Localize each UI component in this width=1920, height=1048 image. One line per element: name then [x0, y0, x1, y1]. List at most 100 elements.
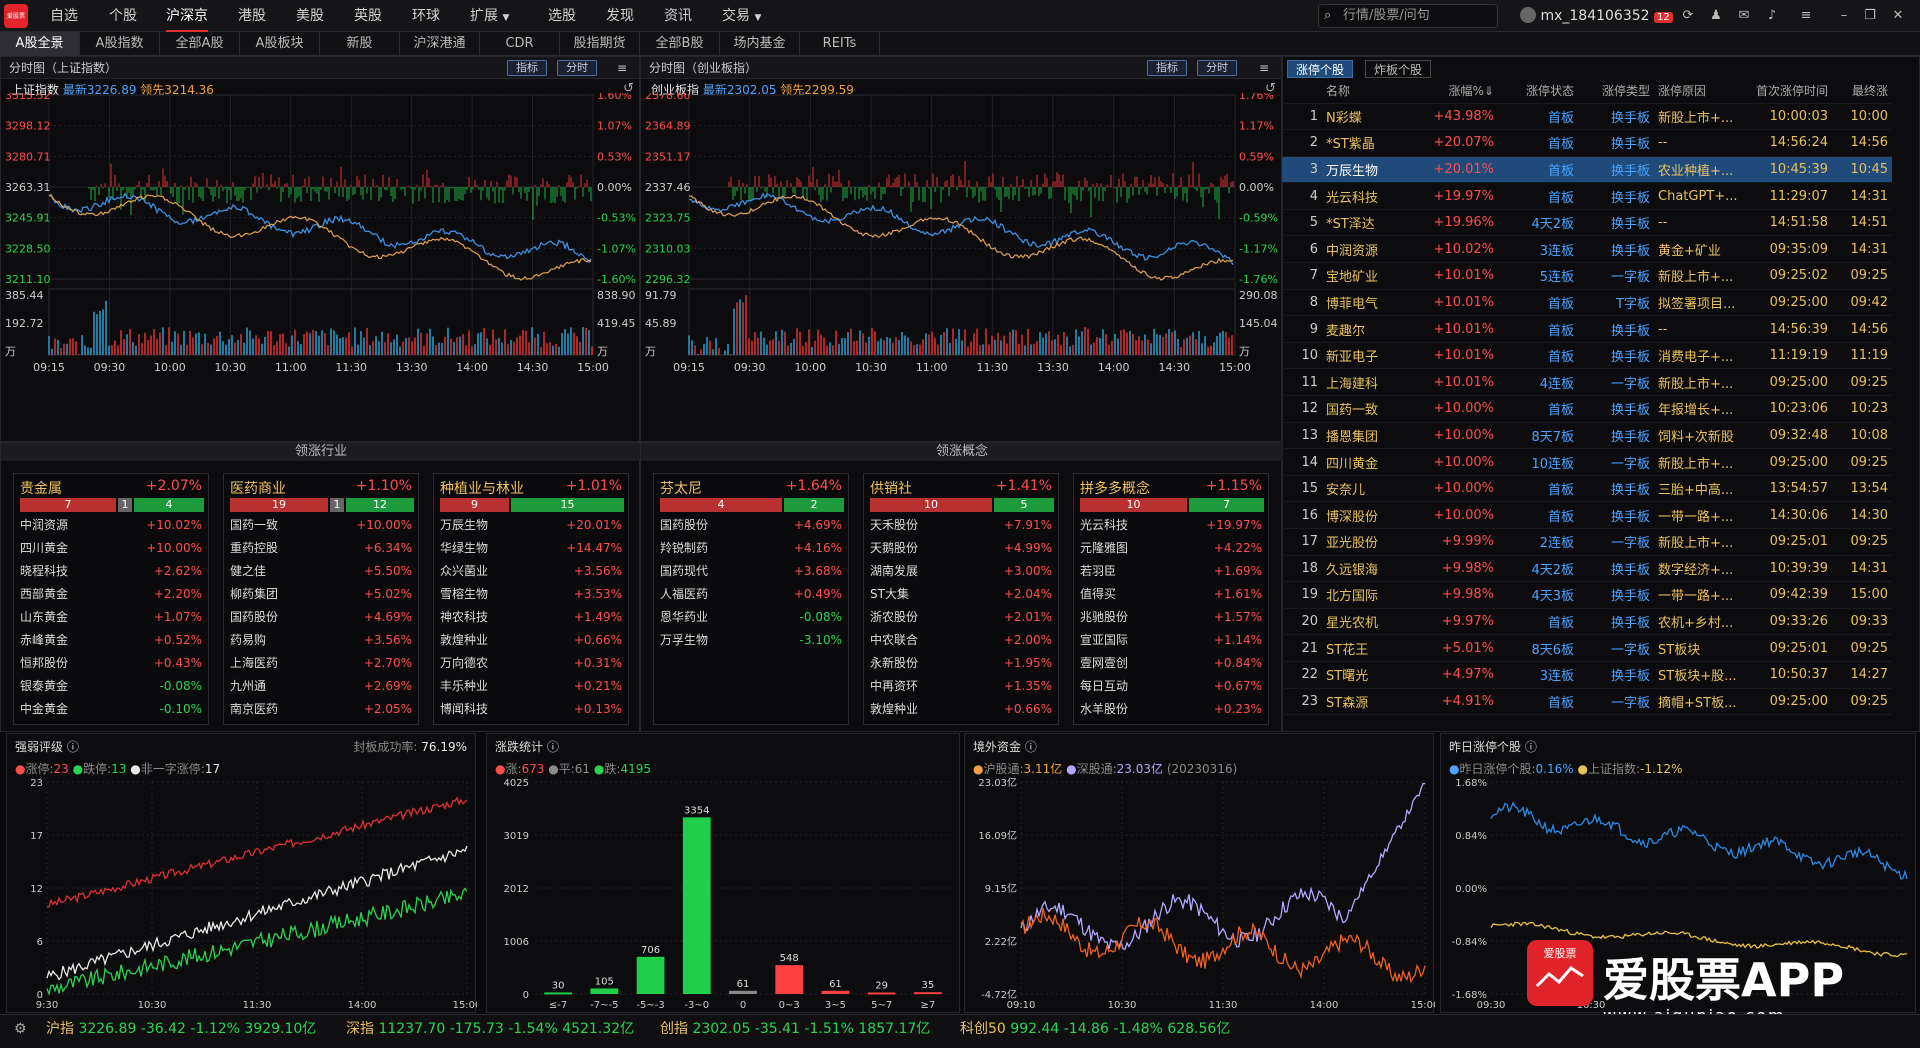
industry-card[interactable]: 医药商业 +1.10% 19 1 12 国药一致 +10.00% 重药控股 +6.34% 健之佳 +…: [223, 473, 419, 725]
table-row[interactable]: 15 安奈儿 +10.00% 首板 换手板 三胎+中高... 13:54:57 13:54: [1282, 475, 1892, 503]
column-header[interactable]: 涨停状态: [1498, 79, 1578, 104]
user-menu[interactable]: mx_184106352 12: [1520, 0, 1673, 32]
column-header[interactable]: 涨停类型: [1578, 79, 1654, 104]
minimize-icon[interactable]: –: [1840, 8, 1848, 23]
card-stock-row[interactable]: 中润资源 +10.02%: [20, 516, 202, 535]
card-stock-row[interactable]: 重药控股 +6.34%: [230, 539, 412, 558]
card-stock-row[interactable]: 浙农股份 +2.01%: [870, 608, 1052, 627]
info-icon[interactable]: ⓘ: [546, 740, 559, 754]
card-stock-row[interactable]: 南京医药 +2.05%: [230, 700, 412, 719]
card-stock-row[interactable]: 宣亚国际 +1.14%: [1080, 631, 1262, 650]
card-stock-row[interactable]: 博闻科技 +0.13%: [440, 700, 622, 719]
nav-meigu[interactable]: 美股: [296, 8, 324, 24]
table-row[interactable]: 10 新亚电子 +10.01% 首板 换手板 消费电子+... 11:19:19 11:19: [1282, 342, 1892, 370]
card-stock-row[interactable]: 天鹅股份 +4.99%: [870, 539, 1052, 558]
card-stock-row[interactable]: 敦煌种业 +0.66%: [870, 700, 1052, 719]
card-stock-row[interactable]: 万向德农 +0.31%: [440, 654, 622, 673]
table-row[interactable]: 2 *ST紫晶 +20.07% 首板 换手板 -- 14:56:24 14:56: [1282, 129, 1892, 157]
tab-reits[interactable]: REITs: [800, 32, 880, 56]
nav-xuangu[interactable]: 选股: [548, 8, 576, 24]
card-stock-row[interactable]: 中金黄金 -0.10%: [20, 700, 202, 719]
tab-b-shares[interactable]: 全部B股: [640, 32, 720, 56]
nav-huanqiu[interactable]: 环球: [412, 8, 440, 24]
table-row[interactable]: 12 国药一致 +10.00% 首板 换手板 年报增长+... 10:23:06 10:23: [1282, 395, 1892, 423]
card-stock-row[interactable]: 上海医药 +2.70%: [230, 654, 412, 673]
card-stock-row[interactable]: 万辰生物 +20.01%: [440, 516, 622, 535]
table-row[interactable]: 13 播恩集团 +10.00% 8天7板 换手板 饲料+次新股 09:32:48 10:08: [1282, 422, 1892, 450]
table-row[interactable]: 8 博菲电气 +10.01% 首板 T字板 拟签署项目... 09:25:00 09:42: [1282, 289, 1892, 317]
card-stock-row[interactable]: 银泰黄金 -0.08%: [20, 677, 202, 696]
card-stock-row[interactable]: 兆驰股份 +1.57%: [1080, 608, 1262, 627]
card-stock-row[interactable]: 国药现代 +3.68%: [660, 562, 842, 581]
app-logo[interactable]: 爱股票: [4, 4, 28, 28]
nav-kuozhan[interactable]: 扩展 ▼: [470, 0, 509, 32]
table-row[interactable]: 7 宝地矿业 +10.01% 5连板 一字板 新股上市+... 09:25:02 09:25: [1282, 262, 1892, 290]
nav-yinggu[interactable]: 英股: [354, 8, 382, 24]
tab-a-overview[interactable]: A股全景: [0, 32, 80, 56]
info-icon[interactable]: ⓘ: [1024, 740, 1037, 754]
table-row[interactable]: 6 中润资源 +10.02% 3连板 换手板 黄金+矿业 09:35:09 14:31: [1282, 235, 1892, 264]
tab-ipo[interactable]: 新股: [320, 32, 400, 56]
index-ticker[interactable]: 科创50 992.44 -14.86 -1.48% 628.56亿: [960, 1015, 1230, 1043]
tab-a-index[interactable]: A股指数: [80, 32, 160, 56]
card-stock-row[interactable]: 羚锐制药 +4.16%: [660, 539, 842, 558]
card-stock-row[interactable]: 山东黄金 +1.07%: [20, 608, 202, 627]
concept-card[interactable]: 供销社 +1.41% 10 5 天禾股份 +7.91% 天鹅股份 +4.99% 湖南发展 +3.0…: [863, 473, 1059, 725]
card-stock-row[interactable]: 众兴菌业 +3.56%: [440, 562, 622, 581]
card-stock-row[interactable]: 晓程科技 +2.62%: [20, 562, 202, 581]
card-stock-row[interactable]: 柳药集团 +5.02%: [230, 585, 412, 604]
tab-limit-up-stocks[interactable]: 涨停个股: [1287, 60, 1354, 78]
sh-refresh-icon[interactable]: ↺: [623, 81, 634, 96]
column-header[interactable]: 涨幅%⇓: [1418, 79, 1498, 104]
industry-card[interactable]: 贵金属 +2.07% 7 1 4 中润资源 +10.02% 四川黄金 +10.00% 晓程科技 +2…: [13, 473, 209, 725]
concept-card[interactable]: 拼多多概念 +1.15% 10 7 光云科技 +19.97% 元隆雅图 +4.22% 若羽臣 +1…: [1073, 473, 1269, 725]
sh-period-dropdown[interactable]: 分时: [557, 60, 597, 76]
column-header[interactable]: 首次涨停时间: [1744, 79, 1832, 104]
card-stock-row[interactable]: 敦煌种业 +0.66%: [440, 631, 622, 650]
card-stock-row[interactable]: 恒邦股份 +0.43%: [20, 654, 202, 673]
table-row[interactable]: 11 上海建科 +10.01% 4连板 一字板 新股上市+... 09:25:00 09:25: [1282, 368, 1892, 397]
column-header[interactable]: 最终涨: [1832, 79, 1892, 104]
restore-icon[interactable]: ❐: [1864, 8, 1876, 23]
card-stock-row[interactable]: 赤峰黄金 +0.52%: [20, 631, 202, 650]
nav-zixuan[interactable]: 自选: [50, 8, 78, 24]
cy-menu-icon[interactable]: ≡: [1259, 61, 1270, 75]
table-row[interactable]: 22 ST曙光 +4.97% 3连板 换手板 ST板块+股... 10:50:37 14:27: [1282, 661, 1892, 689]
card-stock-row[interactable]: 中农联合 +2.00%: [870, 631, 1052, 650]
nav-hushenjing[interactable]: 沪深京: [166, 0, 208, 32]
card-stock-row[interactable]: 水羊股份 +0.23%: [1080, 700, 1262, 719]
tab-a-sector[interactable]: A股板块: [240, 32, 320, 56]
card-stock-row[interactable]: 天禾股份 +7.91%: [870, 516, 1052, 535]
card-stock-row[interactable]: 四川黄金 +10.00%: [20, 539, 202, 558]
index-ticker[interactable]: 沪指 3226.89 -36.42 -1.12% 3929.10亿: [46, 1015, 316, 1043]
card-stock-row[interactable]: 湖南发展 +3.00%: [870, 562, 1052, 581]
table-row[interactable]: 18 久远银海 +9.98% 4天2板 换手板 数字经济+... 10:39:39 14:31: [1282, 555, 1892, 583]
column-header[interactable]: 名称: [1322, 79, 1418, 104]
table-row[interactable]: 19 北方国际 +9.98% 4天3板 换手板 一带一路+... 09:42:39 15:00: [1282, 581, 1892, 609]
card-stock-row[interactable]: 九州通 +2.69%: [230, 677, 412, 696]
card-stock-row[interactable]: ST大集 +2.04%: [870, 585, 1052, 604]
card-stock-row[interactable]: 值得买 +1.61%: [1080, 585, 1262, 604]
concept-card[interactable]: 芬太尼 +1.64% 4 2 国药股份 +4.69% 羚锐制药 +4.16% 国药现代 +3.68…: [653, 473, 849, 725]
sh-indicator-button[interactable]: 指标: [507, 60, 547, 76]
sh-menu-icon[interactable]: ≡: [617, 61, 628, 75]
column-header[interactable]: [1282, 79, 1322, 104]
bell-icon[interactable]: ♪: [1767, 8, 1777, 23]
tab-funds[interactable]: 场内基金: [720, 32, 800, 56]
card-stock-row[interactable]: 神农科技 +1.49%: [440, 608, 622, 627]
nav-faxian[interactable]: 发现: [606, 8, 634, 24]
card-stock-row[interactable]: 每日互动 +0.67%: [1080, 677, 1262, 696]
card-stock-row[interactable]: 健之佳 +5.50%: [230, 562, 412, 581]
card-stock-row[interactable]: 丰乐种业 +0.21%: [440, 677, 622, 696]
info-icon[interactable]: ⓘ: [66, 740, 79, 754]
table-row[interactable]: 9 麦趣尔 +10.01% 首板 换手板 -- 14:56:39 14:56: [1282, 315, 1892, 343]
settings-icon[interactable]: ⚙: [14, 1021, 27, 1037]
table-row[interactable]: 20 星光农机 +9.97% 首板 换手板 农机+乡村... 09:33:26 09:33: [1282, 608, 1892, 636]
industry-card[interactable]: 种植业与林业 +1.01% 9 15 万辰生物 +20.01% 华绿生物 +14.47% 众兴菌…: [433, 473, 629, 725]
card-stock-row[interactable]: 人福医药 +0.49%: [660, 585, 842, 604]
nav-ganggu[interactable]: 港股: [238, 8, 266, 24]
tab-broken-limit-stocks[interactable]: 炸板个股: [1365, 60, 1432, 78]
table-row[interactable]: 3 万辰生物 +20.01% 首板 换手板 农业种植+... 10:45:39 10:45: [1282, 156, 1892, 184]
table-row[interactable]: 4 光云科技 +19.97% 首板 换手板 ChatGPT+... 11:29:07 14:3…: [1282, 182, 1892, 210]
shirt-icon[interactable]: ♟: [1710, 8, 1722, 23]
